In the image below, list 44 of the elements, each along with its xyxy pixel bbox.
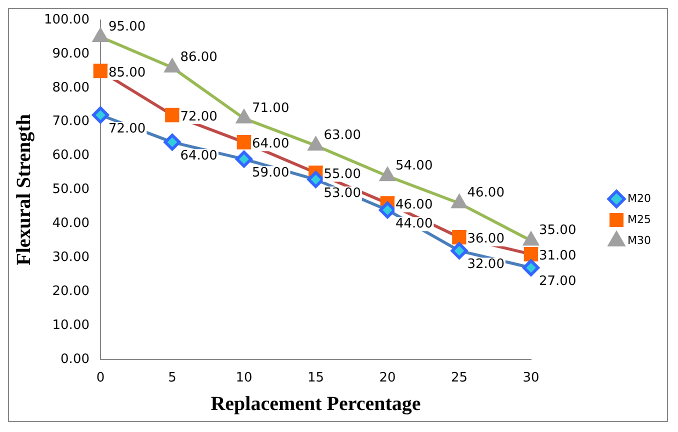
y-tick-label: 50.00 [52,182,90,198]
data-label: 71.00 [252,100,290,116]
data-label: 95.00 [108,19,146,34]
legend-label: M20 [628,192,652,205]
x-tick-label: 10 [236,370,252,386]
data-label: 85.00 [108,65,146,80]
x-tick-label: 0 [96,370,105,386]
y-tick-label: 30.00 [52,250,90,265]
data-label: 44.00 [396,216,433,232]
data-label: 35.00 [539,222,576,238]
data-label: 59.00 [252,166,290,181]
data-label: 64.00 [180,148,218,164]
x-tick-label: 30 [522,370,540,386]
y-tick-label: 10.00 [52,318,90,333]
legend-label: M25 [628,212,652,226]
data-label: 72.00 [180,109,218,124]
y-tick-label: 0.00 [60,352,90,367]
data-label: 63.00 [324,128,361,143]
data-label: 53.00 [324,186,361,201]
y-tick-label: 20.00 [52,284,90,299]
x-tick-label: 25 [450,370,468,386]
data-label: 72.00 [108,121,146,136]
x-tick-label: 20 [379,370,396,386]
y-tick-label: 40.00 [52,216,90,232]
data-label: 55.00 [324,167,361,182]
x-tick-label: 5 [168,370,176,386]
y-tick-label: 100.00 [44,12,90,28]
data-label: 86.00 [180,50,218,65]
y-axis-title: Flexural Strength [13,114,36,266]
data-label: 31.00 [539,248,576,264]
data-label: 27.00 [539,274,576,290]
data-label: 46.00 [396,198,433,213]
data-label: 64.00 [252,136,290,152]
y-tick-label: 80.00 [52,80,90,96]
data-label: 36.00 [467,232,504,247]
data-label: 32.00 [467,257,504,272]
x-axis-title: Replacement Percentage [210,393,421,416]
y-tick-label: 70.00 [52,114,90,130]
x-tick-label: 15 [307,370,324,386]
data-label: 46.00 [467,186,504,201]
legend-label: M30 [628,234,652,247]
data-label: 54.00 [396,158,433,174]
y-tick-label: 90.00 [52,46,90,62]
y-tick-label: 60.00 [52,148,90,164]
